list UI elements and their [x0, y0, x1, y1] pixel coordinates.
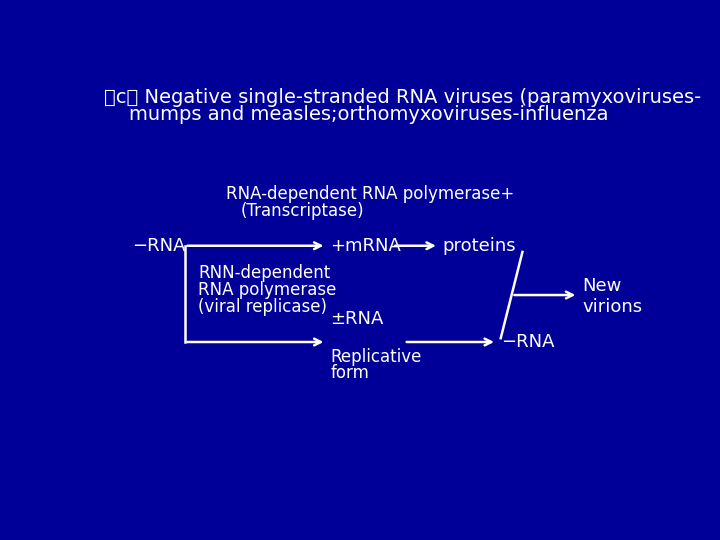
- Text: （c） Negative single-stranded RNA viruses (paramyxoviruses-: （c） Negative single-stranded RNA viruses…: [104, 88, 701, 107]
- Text: −RNA: −RNA: [132, 237, 186, 255]
- Text: (viral replicase): (viral replicase): [199, 298, 328, 315]
- Text: RNN-dependent: RNN-dependent: [199, 264, 330, 282]
- Text: New: New: [582, 277, 621, 295]
- Text: Replicative: Replicative: [330, 348, 422, 366]
- Text: proteins: proteins: [443, 237, 516, 255]
- Text: virions: virions: [582, 298, 642, 316]
- Text: mumps and measles;orthomyxoviruses-influenza: mumps and measles;orthomyxoviruses-influ…: [104, 105, 608, 124]
- Text: form: form: [330, 363, 369, 382]
- Text: −RNA: −RNA: [500, 333, 554, 351]
- Text: RNA polymerase: RNA polymerase: [199, 281, 337, 299]
- Text: ±RNA: ±RNA: [330, 310, 384, 328]
- Text: (Transcriptase): (Transcriptase): [241, 202, 365, 220]
- Text: RNA-dependent RNA polymerase+: RNA-dependent RNA polymerase+: [225, 185, 514, 204]
- Text: +mRNA: +mRNA: [330, 237, 401, 255]
